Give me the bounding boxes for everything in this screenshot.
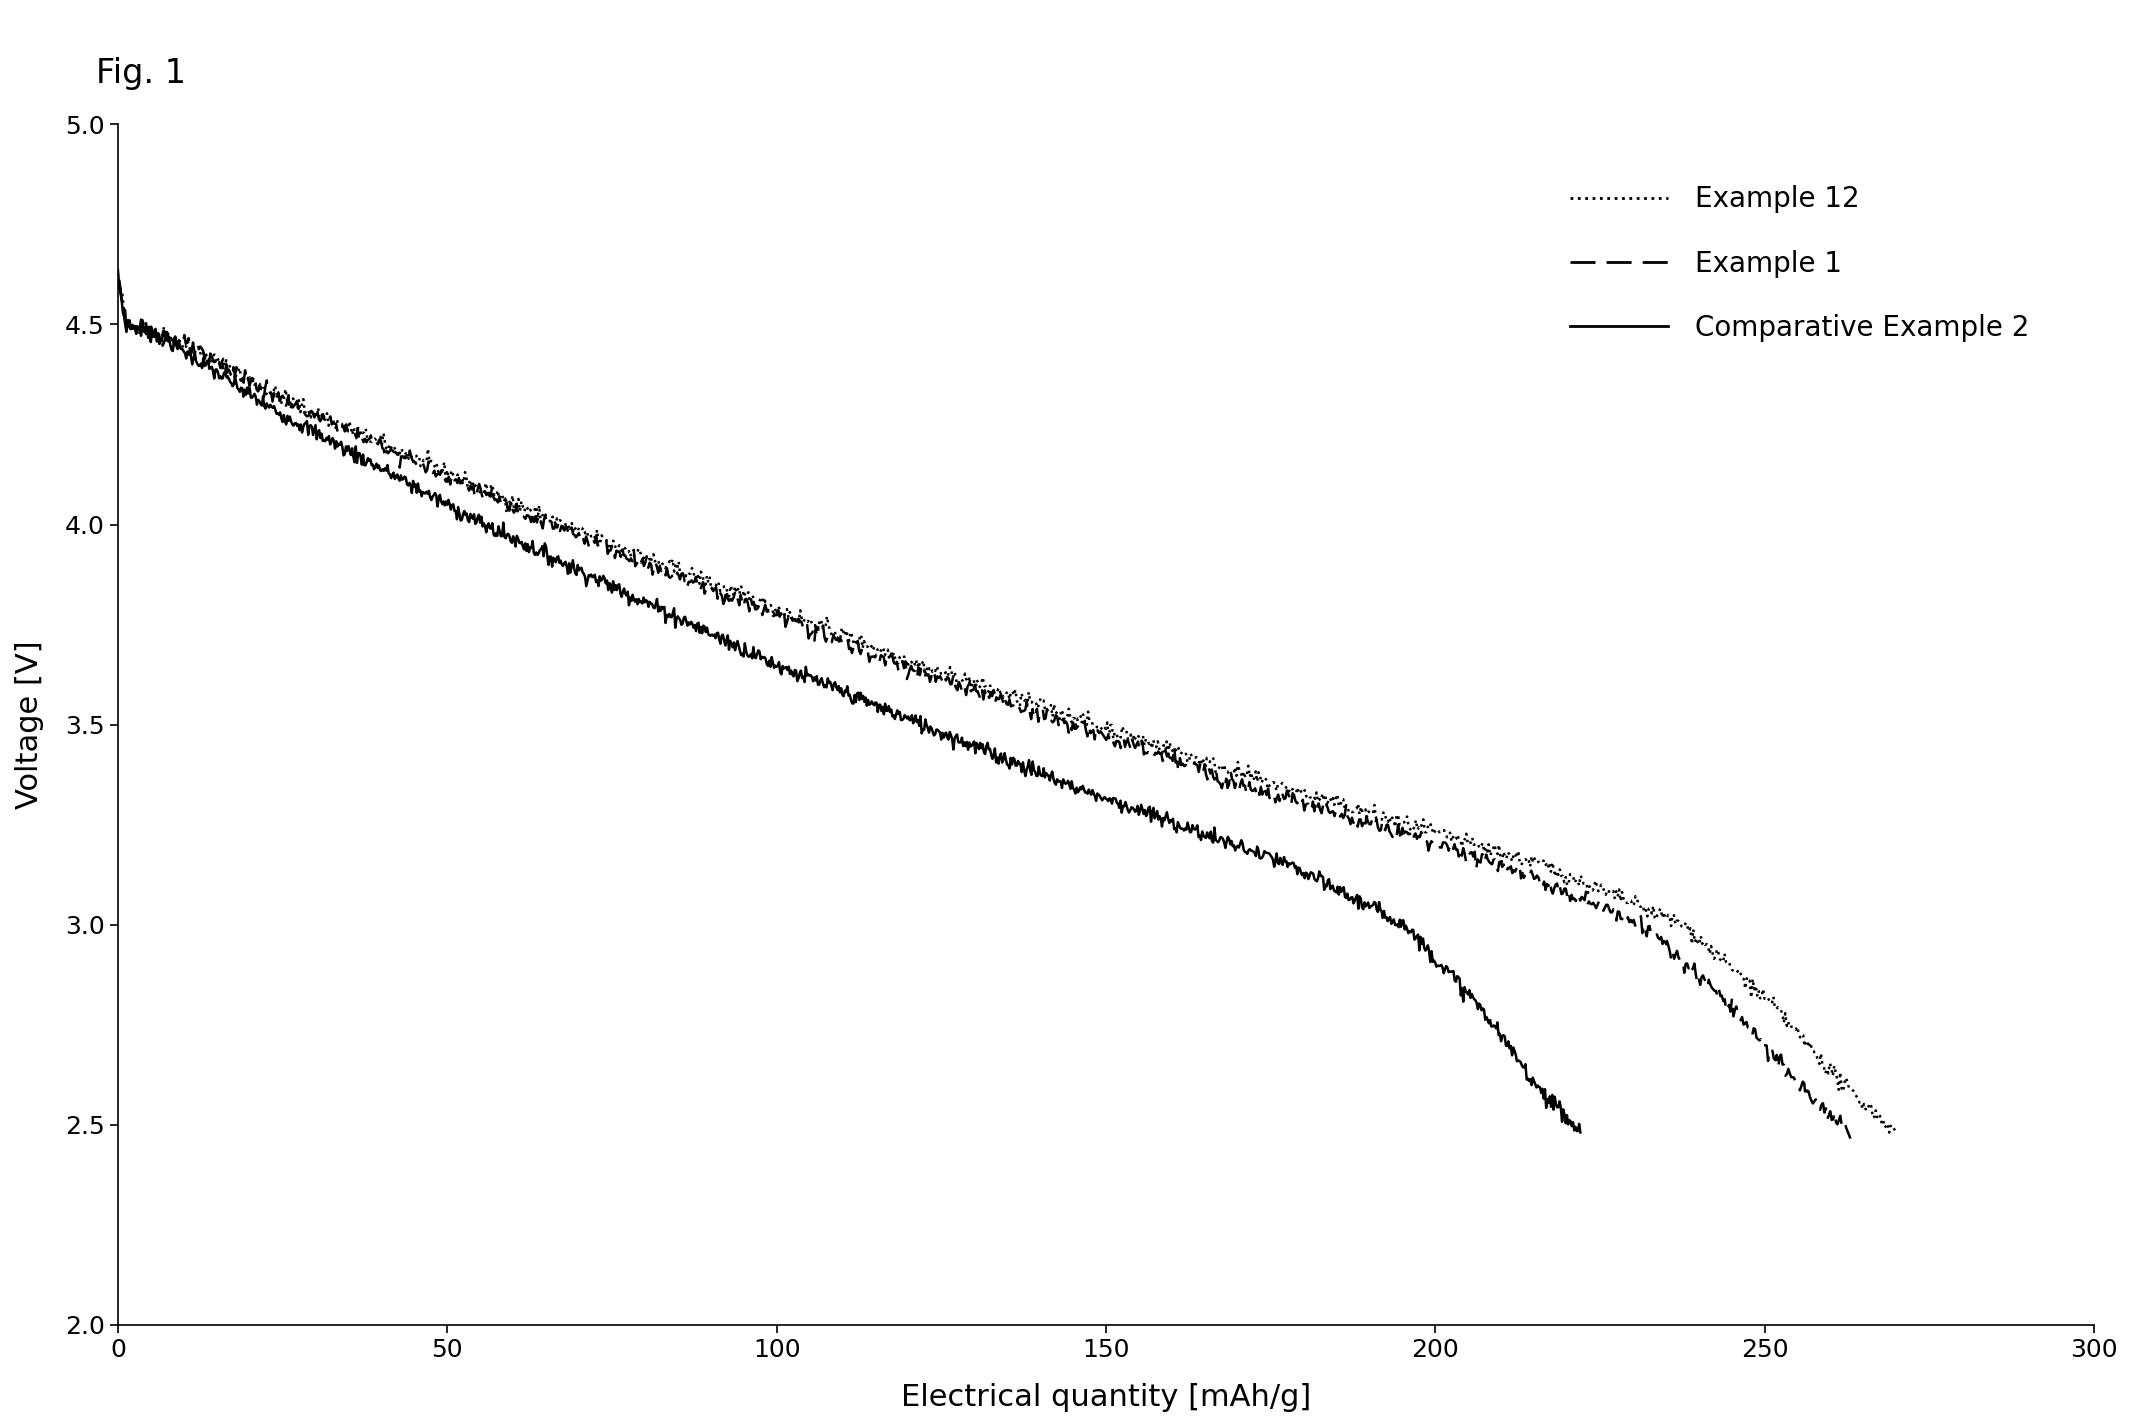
Legend: Example 12, Example 1, Comparative Example 2: Example 12, Example 1, Comparative Examp… [1559, 174, 2041, 352]
Text: Fig. 1: Fig. 1 [96, 57, 186, 90]
Y-axis label: Voltage [V]: Voltage [V] [15, 641, 45, 809]
X-axis label: Electrical quantity [mAh/g]: Electrical quantity [mAh/g] [900, 1383, 1312, 1411]
